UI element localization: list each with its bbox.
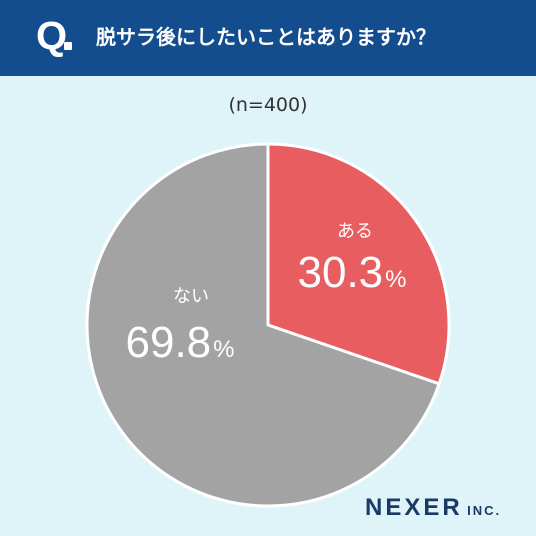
slice-label: ある [337,221,373,242]
pie-slice-nai [85,142,441,508]
q-mark: Q [36,14,68,58]
slice-percent-label: 30.3% [298,248,407,297]
brand-suffix: INC. [467,503,502,518]
brand-logo: NEXER INC. [365,494,501,522]
q-dot [64,42,72,50]
slice-label: ない [173,286,209,307]
sample-size: (n=400) [228,94,308,116]
question-text: 脱サラ後にしたいことはありますか？ [96,25,436,49]
slice-percent-label: 69.8% [126,318,235,367]
brand-name: NEXER [365,494,463,521]
pie-slice-aru [266,142,451,386]
question-header: Q 脱サラ後にしたいことはありますか？ [0,0,536,76]
